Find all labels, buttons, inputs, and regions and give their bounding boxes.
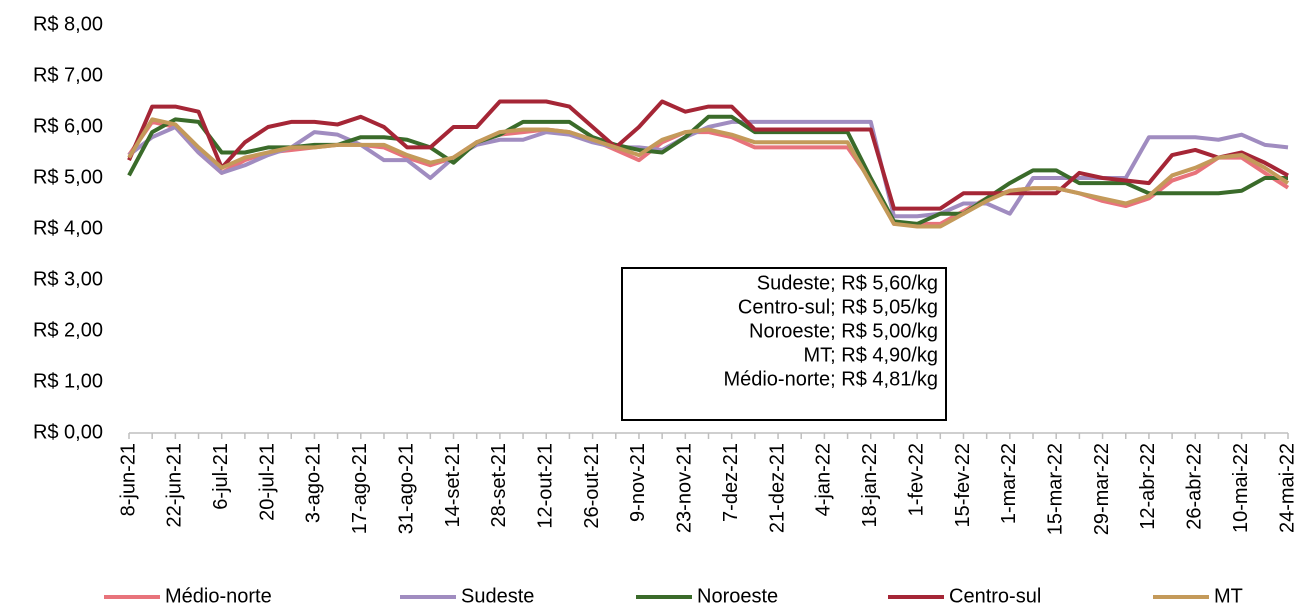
- x-tick-label: 1-mar-22: [998, 443, 1020, 524]
- y-tick-label: R$ 5,00: [33, 166, 103, 188]
- y-tick-label: R$ 6,00: [33, 115, 103, 137]
- x-tick-label: 14-set-21: [442, 443, 464, 528]
- legend-label: MT: [1214, 585, 1243, 607]
- x-tick-label: 1-fev-22: [905, 443, 927, 516]
- annotation: Médio-norte; R$ 4,81/kg: [723, 368, 938, 390]
- y-tick-label: R$ 2,00: [33, 319, 103, 341]
- legend-label: Noroeste: [697, 585, 778, 607]
- x-tick-label: 18-jan-22: [859, 443, 881, 528]
- y-tick-label: R$ 4,00: [33, 217, 103, 239]
- annotation: Sudeste; R$ 5,60/kg: [757, 272, 938, 294]
- x-tick-label: 12-out-21: [535, 443, 557, 529]
- series-line: [127, 117, 1290, 229]
- legend-label: Centro-sul: [949, 585, 1041, 607]
- x-tick-label: 28-set-21: [488, 443, 510, 528]
- x-tick-label: 6-jul-21: [210, 443, 232, 510]
- x-tick-label: 26-out-21: [581, 443, 603, 529]
- legend-label: Médio-norte: [165, 585, 272, 607]
- x-tick-label: 7-dez-21: [720, 443, 742, 522]
- y-tick-label: R$ 1,00: [33, 370, 103, 392]
- y-tick-label: R$ 0,00: [33, 421, 103, 443]
- x-tick-label: 3-ago-21: [303, 443, 325, 523]
- x-tick-label: 12-abr-22: [1137, 443, 1159, 530]
- x-tick-label: 9-nov-21: [627, 443, 649, 522]
- x-tick-label: 21-dez-21: [766, 443, 788, 533]
- annotation: Centro-sul; R$ 5,05/kg: [738, 296, 938, 318]
- x-tick-label: 17-ago-21: [349, 443, 371, 534]
- x-tick-label: 8-jun-21: [117, 443, 139, 516]
- annotation-box: [621, 267, 947, 421]
- x-tick-label: 22-jun-21: [164, 443, 186, 528]
- x-tick-label: 24-mai-22: [1276, 443, 1298, 533]
- y-tick-label: R$ 3,00: [33, 268, 103, 290]
- x-tick-label: 23-nov-21: [674, 443, 696, 533]
- legend-label: Sudeste: [461, 585, 534, 607]
- y-tick-label: R$ 8,00: [33, 13, 103, 35]
- series-line: [127, 99, 1289, 211]
- x-tick-label: 10-mai-22: [1230, 443, 1252, 533]
- x-tick-label: 26-abr-22: [1184, 443, 1206, 530]
- x-tick-label: 4-jan-22: [813, 443, 835, 516]
- series-line: [127, 119, 1290, 226]
- x-tick-label: 29-mar-22: [1091, 443, 1113, 535]
- y-tick-label: R$ 7,00: [33, 64, 103, 86]
- x-tick-label: 15-mar-22: [1044, 443, 1066, 535]
- x-tick-label: 15-fev-22: [952, 443, 974, 528]
- x-tick-label: 20-jul-21: [256, 443, 278, 521]
- annotation: Noroeste; R$ 5,00/kg: [749, 320, 938, 342]
- annotation: MT; R$ 4,90/kg: [803, 344, 938, 366]
- x-tick-label: 31-ago-21: [395, 443, 417, 534]
